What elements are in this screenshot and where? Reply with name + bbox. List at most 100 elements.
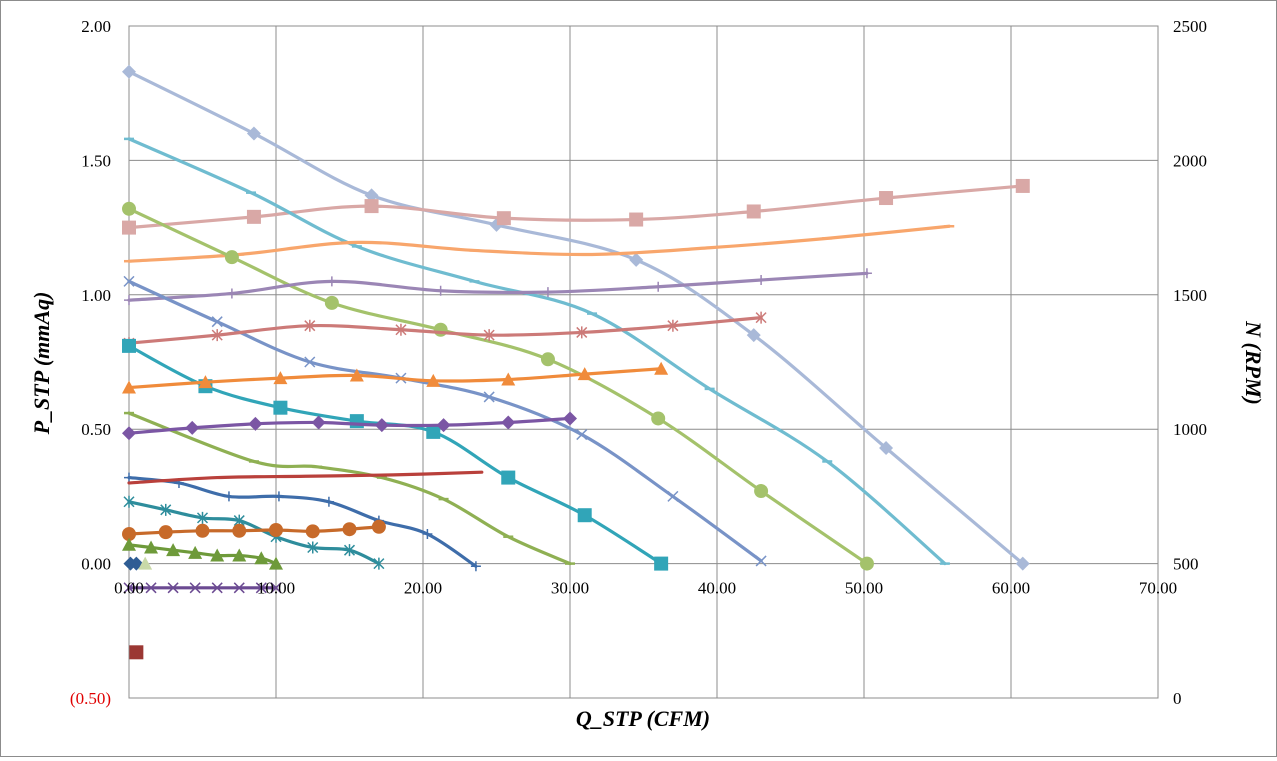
- series-13: [124, 472, 481, 572]
- y-tick-label: (0.50): [70, 689, 111, 708]
- data-point: [577, 508, 592, 523]
- data-point: [189, 582, 201, 594]
- data-point: [433, 322, 448, 337]
- data-point: [122, 64, 136, 79]
- y-tick-label: 2.00: [81, 17, 111, 36]
- data-point: [223, 491, 234, 502]
- data-point: [122, 338, 136, 353]
- x-tick-label: 0.00: [114, 579, 144, 598]
- data-point: [270, 582, 282, 594]
- series-12: [122, 411, 577, 441]
- data-point: [667, 319, 679, 332]
- data-point: [160, 503, 172, 516]
- series-20: [138, 556, 153, 570]
- x-tick-label: 70.00: [1139, 579, 1177, 598]
- data-point: [859, 556, 874, 571]
- data-point: [232, 548, 247, 562]
- y2-tick-label: 1000: [1173, 420, 1207, 439]
- x-tick-label: 40.00: [698, 579, 736, 598]
- data-point: [861, 268, 872, 279]
- data-point: [211, 329, 223, 342]
- data-point: [273, 400, 288, 415]
- data-point: [483, 329, 495, 342]
- x-tick-label: 30.00: [551, 579, 589, 598]
- data-point: [323, 496, 334, 507]
- grid: [128, 25, 1159, 699]
- series-line: [127, 184, 1025, 230]
- data-point: [269, 523, 283, 537]
- x-tick-label: 50.00: [845, 579, 883, 598]
- y-tick-label: 0.50: [81, 420, 111, 439]
- series-layer: [122, 64, 1030, 660]
- y2-tick-label: 1500: [1173, 286, 1207, 305]
- series-line: [127, 137, 947, 566]
- data-point: [232, 523, 247, 538]
- series-line: [127, 470, 484, 485]
- series-16: [122, 519, 386, 542]
- series-18: [123, 582, 282, 594]
- series-7: [123, 275, 767, 567]
- y2-tick-label: 2500: [1173, 17, 1207, 36]
- data-point: [654, 361, 669, 375]
- data-point: [122, 201, 136, 216]
- data-point: [122, 426, 136, 441]
- data-point: [501, 415, 516, 430]
- series-line: [127, 367, 663, 390]
- data-point: [373, 557, 385, 570]
- data-point: [304, 356, 316, 368]
- series-6: [124, 268, 872, 306]
- data-point: [196, 511, 209, 524]
- series-line: [127, 207, 869, 566]
- data-point: [563, 411, 577, 426]
- series-line: [127, 279, 763, 563]
- series-10: [122, 361, 669, 394]
- data-point: [395, 323, 407, 336]
- data-point: [255, 582, 267, 594]
- data-point: [342, 522, 357, 537]
- data-point: [754, 484, 769, 499]
- data-point: [576, 326, 588, 339]
- data-point: [246, 126, 261, 141]
- data-point: [746, 204, 761, 219]
- data-point: [273, 491, 284, 502]
- y-tick-label: 1.00: [81, 286, 111, 305]
- series-line: [127, 475, 478, 568]
- data-point: [246, 209, 261, 224]
- data-point: [343, 544, 356, 557]
- data-point: [305, 524, 320, 539]
- data-point: [422, 529, 433, 540]
- data-point: [211, 316, 223, 328]
- data-point: [123, 582, 135, 594]
- data-point: [371, 519, 386, 534]
- data-point: [540, 352, 555, 367]
- data-point: [124, 295, 134, 306]
- y-tick-label: 1.50: [81, 151, 111, 170]
- series-14: [127, 470, 484, 485]
- data-point: [435, 285, 446, 296]
- series-line: [127, 271, 869, 302]
- data-point: [273, 371, 288, 385]
- data-point: [311, 415, 326, 430]
- data-point: [364, 188, 379, 203]
- data-point: [496, 211, 511, 226]
- data-point: [629, 212, 644, 227]
- data-point: [158, 525, 173, 540]
- data-point: [483, 391, 495, 403]
- y-tick-label: 0.00: [81, 555, 111, 574]
- data-point: [185, 420, 200, 435]
- plot-border: [128, 25, 1159, 699]
- data-point: [123, 275, 135, 287]
- data-point: [224, 250, 239, 265]
- data-point: [879, 191, 894, 206]
- y2-tick-label: 2000: [1173, 151, 1207, 170]
- data-point: [349, 368, 364, 382]
- series-line: [127, 224, 951, 263]
- data-point: [324, 295, 339, 310]
- data-point: [198, 375, 213, 389]
- data-point: [470, 561, 481, 572]
- data-point: [129, 645, 144, 660]
- series-17: [122, 537, 283, 570]
- series-line: [127, 500, 381, 566]
